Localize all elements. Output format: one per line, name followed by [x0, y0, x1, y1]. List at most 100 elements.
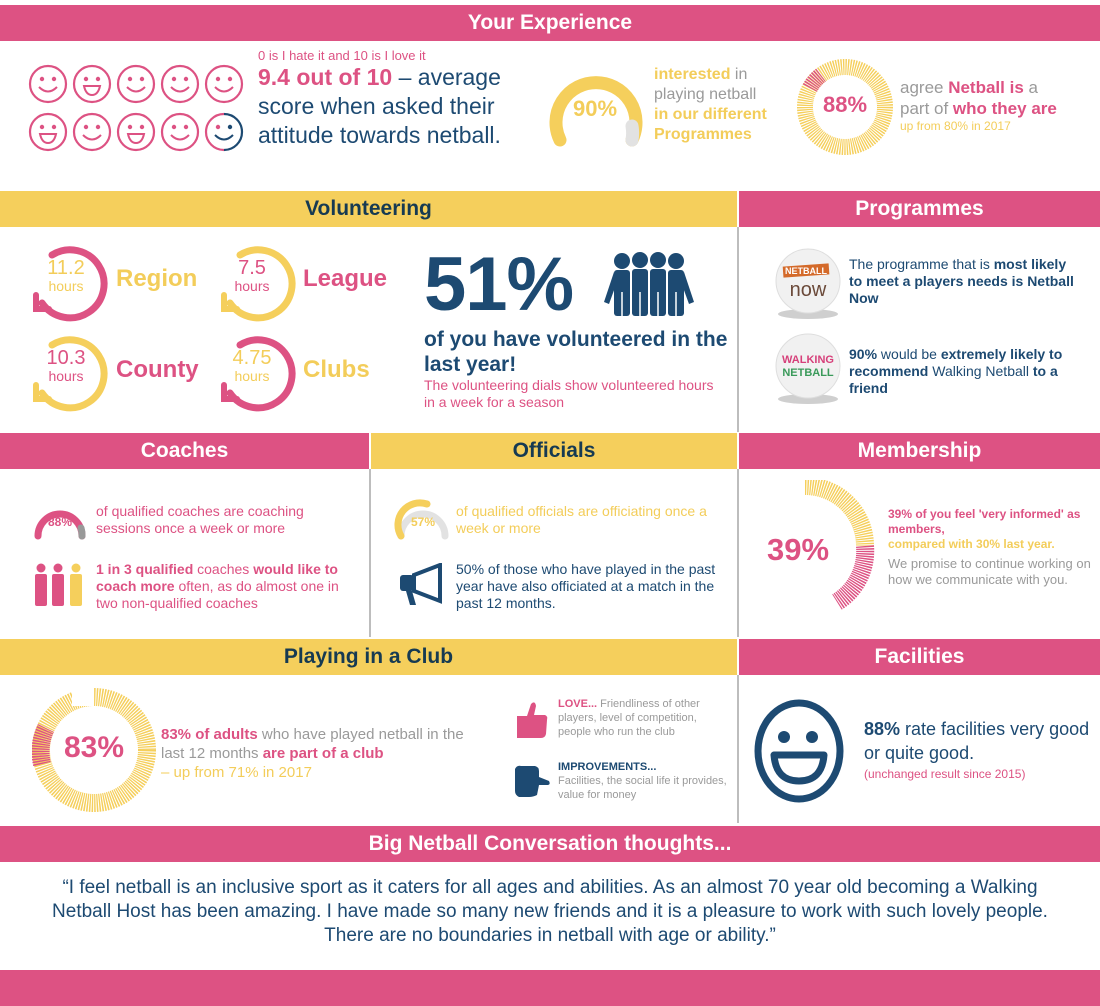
facilities-text: 88% rate facilities very good or quite g…	[864, 717, 1094, 783]
megaphone-icon	[398, 563, 444, 607]
dial-value: 11.2	[47, 257, 85, 279]
coaches-gauge: 88%	[30, 496, 90, 544]
divider	[737, 469, 739, 637]
text-part: Facilities, the social life it provides,…	[558, 775, 727, 801]
divider	[369, 469, 371, 637]
text-part: coaches	[193, 561, 254, 577]
coaches-people-icon	[32, 563, 88, 607]
text-part: part of	[900, 99, 953, 118]
text-part: Netball is	[948, 78, 1024, 97]
text-part: 1 in 3 qualified	[96, 561, 194, 577]
thumbs-up-icon	[515, 700, 549, 740]
text-part: – up from 71% in 2017	[161, 764, 312, 781]
officials-text: 50% of those who have played in the past…	[456, 561, 716, 611]
dial-league: 7.5 hours	[218, 243, 300, 325]
text-part: compared with 30% last year.	[888, 537, 1055, 551]
volunteering-header: Volunteering	[0, 191, 737, 227]
identity-text: agree Netball is a part of who they are …	[900, 77, 1100, 133]
membership-header: Membership	[739, 433, 1100, 469]
text-part: IMPROVEMENTS...	[558, 761, 657, 773]
svg-text:now: now	[790, 279, 827, 301]
smiley-icon	[116, 64, 160, 106]
text-part: extremely likely to recommend	[849, 346, 1063, 379]
dial-label: Clubs	[303, 356, 370, 383]
volunteered-percent: 51%	[424, 242, 574, 327]
improvements-text: IMPROVEMENTS... Facilities, the social l…	[558, 760, 728, 802]
coaches-gauge-text: of qualified coaches are coaching sessio…	[96, 503, 304, 536]
text-part: agree	[900, 78, 949, 97]
text-part: rate facilities very good or quite good.	[864, 719, 1090, 763]
divider	[737, 227, 739, 432]
section-title: Your Experience	[467, 11, 633, 34]
score-block: 0 is I hate it and 10 is I love it 9.4 o…	[258, 48, 548, 150]
group-people-icon	[602, 252, 696, 318]
thumbs-down-icon	[513, 763, 551, 797]
smiley-icon	[204, 112, 248, 154]
club-header: Playing in a Club	[0, 639, 737, 675]
svg-text:NETBALL: NETBALL	[785, 266, 827, 276]
scale-note: 0 is I hate it and 10 is I love it	[258, 48, 426, 63]
officials-gauge: 57%	[393, 496, 453, 544]
svg-text:WALKING: WALKING	[782, 354, 834, 366]
text-part: often, as do almost one in two non-quali…	[96, 578, 339, 611]
dial-clubs: 4.75 hours	[218, 333, 300, 415]
text-part: most likely to meet a players needs is N…	[849, 256, 1074, 306]
text-part: We promise to continue working on how we…	[888, 556, 1091, 587]
section-title: Facilities	[874, 645, 965, 668]
dial-region: 11.2 hours	[30, 243, 112, 325]
gauge-percent: 90%	[572, 96, 618, 121]
section-title: Programmes	[855, 197, 984, 220]
club-ring: 83%	[32, 688, 156, 812]
smiley-icon	[204, 64, 248, 106]
text-part: playing netball	[654, 86, 757, 103]
section-title: Officials	[512, 439, 596, 462]
text-part: who they are	[952, 99, 1057, 118]
interested-text: interested in playing netball in our dif…	[654, 65, 794, 145]
section-title: Volunteering	[305, 197, 432, 220]
text-part: Walking Netball	[928, 363, 1033, 379]
gauge-percent: 88%	[47, 515, 73, 529]
netball-now-ball: NETBALL now	[773, 248, 843, 320]
smiley-icon	[116, 112, 160, 154]
section-title: Coaches	[140, 439, 229, 462]
volunteering-note: The volunteering dials show volunteered …	[424, 377, 714, 410]
identity-note: up from 80% in 2017	[900, 119, 1011, 133]
dial-county: 10.3 hours	[30, 333, 112, 415]
smiley-icon	[28, 112, 72, 154]
smiley-icon	[72, 64, 116, 106]
text-part: to a friend	[849, 363, 1058, 396]
text-part: a	[1023, 78, 1038, 97]
score-description: – average score when asked their attitud…	[258, 64, 501, 148]
conversation-header: Big Netball Conversation thoughts...	[0, 826, 1100, 862]
dial-unit: hours	[234, 368, 270, 384]
membership-percent: 39%	[767, 532, 830, 567]
text-part: in	[730, 66, 748, 83]
text-part: are part of a club	[262, 745, 384, 762]
coaches-header: Coaches	[0, 433, 369, 469]
netball-now-text: The programme that is most likely to mee…	[849, 256, 1079, 307]
section-title: Membership	[857, 439, 982, 462]
walking-netball-ball: WALKING NETBALL	[773, 333, 843, 405]
dial-unit: hours	[234, 278, 270, 294]
facilities-note: (unchanged result since 2015)	[864, 767, 1026, 781]
dial-unit: hours	[48, 368, 84, 384]
text-part: LOVE...	[558, 698, 598, 710]
text-part: interested	[654, 66, 731, 83]
interested-gauge: 90%	[540, 60, 650, 160]
dial-unit: hours	[48, 278, 84, 294]
text-part: 90%	[849, 346, 878, 362]
smiley-icon	[160, 112, 204, 154]
experience-header: Your Experience	[0, 5, 1100, 41]
programmes-header: Programmes	[739, 191, 1100, 227]
dial-label: League	[303, 265, 388, 292]
dial-value: 10.3	[46, 347, 86, 369]
text-part: in our different	[654, 106, 767, 123]
section-title: Big Netball Conversation thoughts...	[368, 832, 732, 855]
svg-text:NETBALL: NETBALL	[782, 367, 834, 379]
score-value: 9.4 out of 10	[258, 64, 393, 90]
text-part: Friendliness of other players, level of …	[558, 698, 700, 738]
officials-header: Officials	[371, 433, 737, 469]
facilities-header: Facilities	[739, 639, 1100, 675]
smiley-icon	[72, 112, 116, 154]
club-percent: 83%	[63, 731, 125, 764]
